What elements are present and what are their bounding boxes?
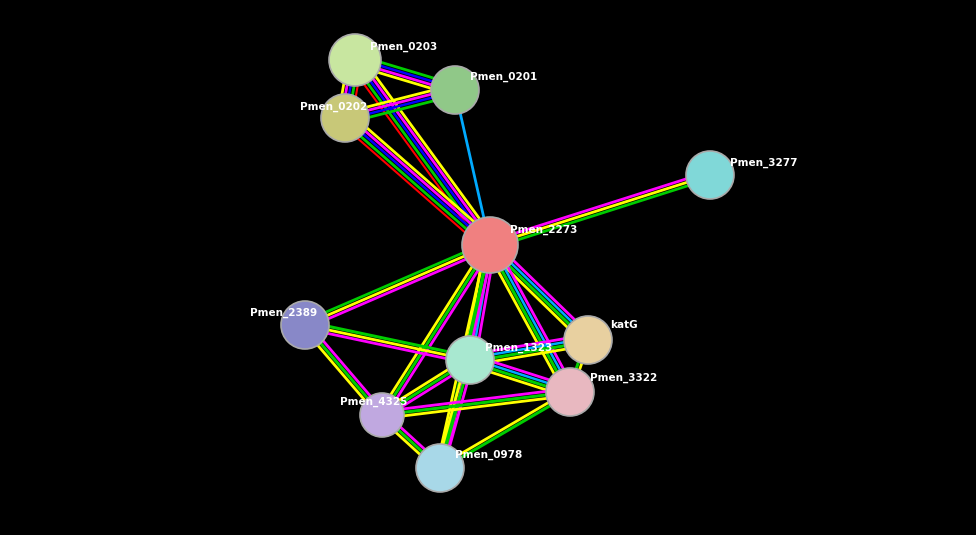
Circle shape	[686, 151, 734, 199]
Circle shape	[321, 94, 369, 142]
Text: Pmen_1323: Pmen_1323	[485, 343, 552, 353]
Text: Pmen_3322: Pmen_3322	[590, 373, 657, 383]
Circle shape	[416, 444, 464, 492]
Circle shape	[564, 316, 612, 364]
Text: Pmen_0978: Pmen_0978	[455, 450, 522, 460]
Text: Pmen_0201: Pmen_0201	[470, 72, 537, 82]
Text: katG: katG	[610, 320, 637, 330]
Text: Pmen_3277: Pmen_3277	[730, 158, 797, 168]
Circle shape	[546, 368, 594, 416]
Circle shape	[360, 393, 404, 437]
Circle shape	[446, 336, 494, 384]
Text: Pmen_2389: Pmen_2389	[250, 308, 317, 318]
Text: Pmen_0202: Pmen_0202	[300, 102, 367, 112]
Circle shape	[329, 34, 381, 86]
Circle shape	[462, 217, 518, 273]
Text: Pmen_0203: Pmen_0203	[370, 42, 437, 52]
Text: Pmen_4325: Pmen_4325	[340, 397, 407, 407]
Circle shape	[431, 66, 479, 114]
Circle shape	[281, 301, 329, 349]
Text: Pmen_2273: Pmen_2273	[510, 225, 578, 235]
